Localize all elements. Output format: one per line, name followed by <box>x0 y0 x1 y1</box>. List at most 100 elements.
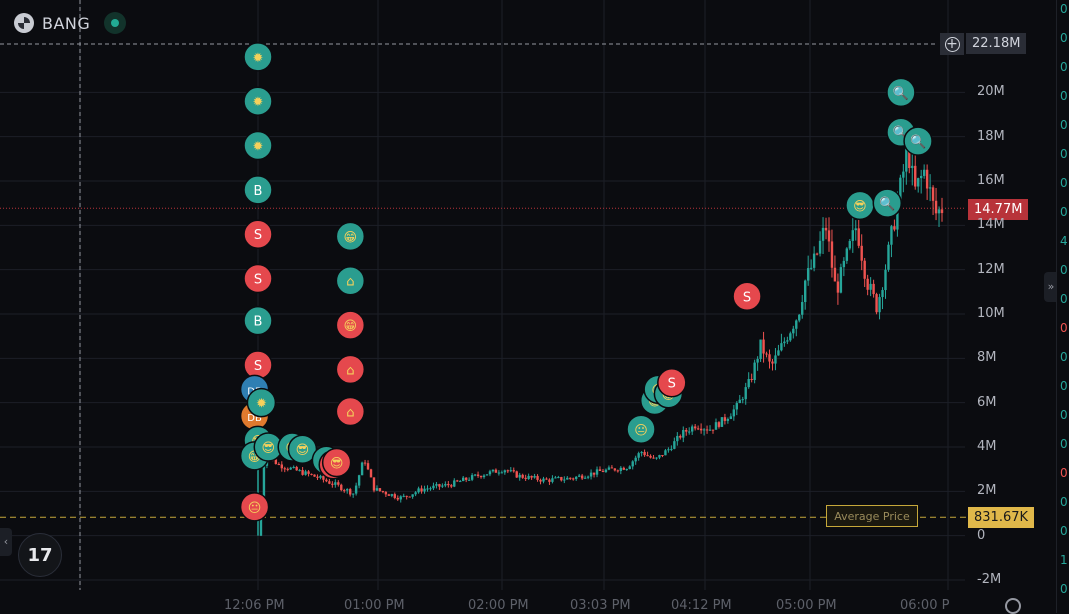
trade-marker-grin-icon[interactable]: 😁 <box>335 310 366 340</box>
candle-body <box>414 492 417 495</box>
side-strip-value: 0 <box>1060 292 1068 306</box>
candle-body <box>765 353 768 355</box>
candle-body <box>830 241 834 268</box>
candle-body <box>462 477 465 482</box>
trade-marker-explosion-icon[interactable]: ✹ <box>243 42 273 72</box>
side-strip-value: 0 <box>1060 379 1068 393</box>
candle-body <box>310 473 313 475</box>
candle-body <box>560 477 563 481</box>
candle-body <box>688 431 691 433</box>
y-tick-label: 8M <box>977 350 997 366</box>
side-strip-value: 0 <box>1060 350 1068 364</box>
trade-marker-castle-icon[interactable]: ⌂ <box>335 265 366 296</box>
marker-glyph: S <box>743 290 751 305</box>
expand-right-arrow-icon[interactable]: » <box>1044 272 1058 302</box>
collapse-left-arrow-icon[interactable]: ‹ <box>0 528 12 556</box>
trade-marker-sunglasses-icon[interactable]: 😎 <box>287 434 318 464</box>
candle-body <box>551 478 554 482</box>
marker-circle <box>243 263 273 294</box>
marker-glyph: S <box>254 273 262 288</box>
candle-body <box>756 358 759 363</box>
candle-body <box>661 455 664 457</box>
candle-body <box>845 248 849 261</box>
side-strip-value: 0 <box>1060 60 1068 74</box>
candle-body <box>319 475 322 478</box>
add-alert-plus-icon[interactable] <box>940 33 964 55</box>
candle-body <box>625 469 628 471</box>
candle-body <box>447 483 450 486</box>
candle-body <box>637 453 640 458</box>
marker-glyph: B <box>254 184 263 199</box>
trade-marker-label-s-icon[interactable]: S <box>732 281 762 312</box>
candle-body <box>911 165 914 169</box>
candle-body <box>444 483 447 486</box>
tradingview-logo-icon[interactable]: 17 <box>18 533 62 577</box>
trade-marker-neutral-icon[interactable]: 😐 <box>239 492 270 522</box>
candle-body <box>363 462 367 464</box>
marker-circle <box>903 126 933 156</box>
trade-marker-sunglasses-icon[interactable]: 😎 <box>845 190 875 221</box>
trade-marker-label-s-icon[interactable]: S <box>243 263 273 294</box>
candle-body <box>372 477 376 491</box>
marker-glyph: 🔍 <box>879 195 895 212</box>
trade-marker-label-b-icon[interactable]: B <box>243 175 273 205</box>
trade-marker-label-s-icon[interactable]: S <box>243 350 273 380</box>
candle-body <box>343 490 346 492</box>
trade-marker-explosion-icon[interactable]: ✹ <box>243 130 273 161</box>
candle-body <box>726 418 730 421</box>
trade-marker-label-b-icon[interactable]: B <box>243 305 273 336</box>
trade-marker-grin-icon[interactable]: 😁 <box>335 221 366 252</box>
trade-marker-sunglasses-icon[interactable]: 😎 <box>321 447 352 478</box>
candle-body <box>411 494 414 497</box>
trade-marker-neutral-icon[interactable]: 😐 <box>626 414 656 445</box>
trade-marker-magnifier-icon[interactable]: 🔍 <box>903 126 933 156</box>
marker-circle <box>321 447 352 478</box>
side-strip-value: 4 <box>1060 234 1068 248</box>
trade-marker-label-s-icon[interactable]: S <box>243 219 273 249</box>
candle-body <box>723 417 727 421</box>
average-price-label: Average Price <box>826 505 918 527</box>
marker-circle <box>239 492 270 522</box>
candle-body <box>673 441 676 449</box>
marker-circle <box>287 434 318 464</box>
candle-body <box>580 475 584 479</box>
candle-body <box>527 475 530 479</box>
candle-body <box>399 496 402 500</box>
candle-body <box>530 475 533 478</box>
trade-marker-magnifier-icon[interactable]: 🔍 <box>872 188 903 218</box>
trade-marker-castle-icon[interactable]: ⌂ <box>335 354 366 385</box>
marker-glyph: 😎 <box>330 457 344 472</box>
candle-body <box>685 430 688 432</box>
trade-marker-explosion-icon[interactable]: ✹ <box>246 387 277 418</box>
trade-marker-label-s-icon[interactable]: S <box>657 367 687 398</box>
candle-body <box>390 494 394 496</box>
candle-body <box>804 280 807 303</box>
marker-circle <box>335 354 366 385</box>
candle-body <box>631 461 634 467</box>
candle-body <box>914 165 917 187</box>
candle-body <box>506 470 510 472</box>
candle-body <box>711 429 715 431</box>
marker-circle <box>335 310 366 340</box>
candle-body <box>848 240 852 249</box>
candle-body <box>690 426 694 432</box>
trade-marker-magnifier-icon[interactable]: 🔍 <box>886 77 916 108</box>
candle-body <box>301 470 304 475</box>
candle-body <box>720 417 724 427</box>
candle-body <box>512 470 515 472</box>
candle-body <box>488 471 492 475</box>
candle-body <box>762 339 765 354</box>
candle-body <box>417 488 420 493</box>
side-strip-value: 0 <box>1060 118 1068 132</box>
marker-glyph: 😎 <box>853 199 867 214</box>
settings-gear-icon[interactable] <box>1005 598 1021 614</box>
candle-body <box>598 469 602 471</box>
candle-body <box>789 333 792 341</box>
marker-glyph: 😎 <box>296 443 310 458</box>
candle-body <box>667 449 670 451</box>
trade-marker-explosion-icon[interactable]: ✹ <box>243 86 273 116</box>
trade-marker-castle-icon[interactable]: ⌂ <box>335 396 366 427</box>
candle-body <box>328 481 331 484</box>
candle-body <box>604 469 608 472</box>
